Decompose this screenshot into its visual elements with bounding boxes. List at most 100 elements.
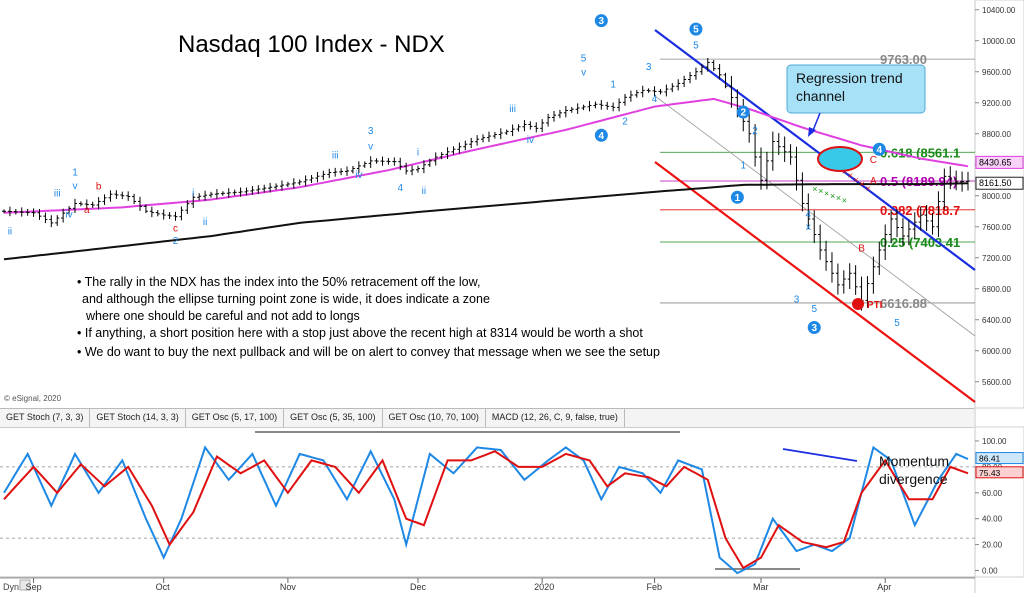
price-bar bbox=[161, 209, 166, 220]
wave-label: v bbox=[581, 68, 586, 79]
price-bar bbox=[120, 191, 125, 200]
wave-label: a bbox=[84, 205, 90, 216]
wave-circle-label: 3 bbox=[807, 321, 821, 334]
footer-button[interactable] bbox=[19, 579, 31, 591]
stoch-line bbox=[3, 450, 969, 570]
price-bar bbox=[114, 190, 119, 199]
wave-label: 4 bbox=[806, 209, 812, 220]
price-bar bbox=[2, 209, 6, 214]
price-bar bbox=[528, 121, 533, 130]
wave-label: iv bbox=[527, 135, 534, 146]
price-bar bbox=[865, 276, 870, 308]
price-bar bbox=[918, 206, 923, 231]
price-bar bbox=[628, 90, 633, 102]
price-bar bbox=[427, 158, 432, 167]
price-bar bbox=[238, 187, 243, 197]
price-tick-label: 8000.00 bbox=[982, 192, 1011, 201]
stochastic-lines bbox=[3, 445, 969, 575]
price-bar bbox=[670, 83, 675, 93]
x-mark: × bbox=[865, 183, 870, 193]
x-tick-label: Feb bbox=[647, 582, 663, 592]
price-bar bbox=[49, 215, 54, 228]
copyright: © eSignal, 2020 bbox=[4, 394, 62, 403]
wave-circle-label: 4 bbox=[872, 142, 886, 156]
wave-label: iv bbox=[65, 209, 72, 220]
price-tick-label: 10000.00 bbox=[982, 37, 1016, 46]
price-bar bbox=[759, 147, 764, 190]
price-bar bbox=[297, 179, 302, 186]
price-bar bbox=[415, 165, 420, 173]
indicator-tab[interactable]: GET Stoch (14, 3, 3) bbox=[90, 409, 186, 427]
price-bar bbox=[569, 106, 574, 113]
price-bar bbox=[599, 99, 604, 110]
wave-label: 3 bbox=[368, 126, 374, 137]
price-tick-label: 7600.00 bbox=[982, 223, 1011, 232]
price-bar bbox=[356, 161, 361, 174]
price-bar bbox=[522, 119, 527, 132]
indicator-tab[interactable]: MACD (12, 26, C, 9, false, true) bbox=[486, 409, 625, 427]
osc-tick-label: 60.00 bbox=[982, 489, 1003, 498]
divergence-label: divergence bbox=[879, 471, 948, 487]
indicator-tab[interactable]: GET Osc (5, 17, 100) bbox=[186, 409, 285, 427]
indicator-tab[interactable]: GET Osc (10, 70, 100) bbox=[383, 409, 486, 427]
price-bar bbox=[185, 200, 190, 214]
osc-value-label: 75.43 bbox=[979, 468, 1001, 478]
price-bar bbox=[818, 224, 823, 260]
indicator-tab[interactable]: GET Osc (5, 35, 100) bbox=[284, 409, 383, 427]
price-bar bbox=[611, 102, 616, 112]
price-bar bbox=[930, 213, 935, 235]
price-bar bbox=[829, 252, 834, 283]
price-bar bbox=[191, 193, 196, 208]
wave-circle-label: 2 bbox=[736, 105, 750, 119]
indicator-tab[interactable]: GET Stoch (7, 3, 3) bbox=[0, 409, 91, 427]
price-bar bbox=[457, 142, 462, 154]
price-tick-label: 5600.00 bbox=[982, 378, 1011, 387]
price-bar bbox=[699, 63, 704, 75]
price-bar bbox=[274, 183, 279, 191]
x-tick-label: Dec bbox=[410, 582, 427, 592]
osc-tick-label: 40.00 bbox=[982, 515, 1003, 524]
price-bar bbox=[605, 101, 610, 110]
price-bar bbox=[747, 112, 752, 143]
price-bar bbox=[132, 193, 137, 205]
wave-label: C bbox=[870, 155, 877, 166]
price-tag-label: 8161.50 bbox=[979, 178, 1012, 188]
price-bar bbox=[78, 201, 83, 207]
price-bar bbox=[72, 198, 77, 213]
fib-label: 0.382 (7818.7 bbox=[880, 203, 960, 218]
price-bar bbox=[232, 189, 237, 196]
price-bar bbox=[658, 88, 663, 95]
price-bar bbox=[208, 191, 213, 198]
price-bar bbox=[31, 208, 36, 217]
fib-label: 0.25 (7403.41 bbox=[880, 235, 960, 250]
price-bar bbox=[563, 105, 568, 118]
price-bar bbox=[55, 215, 60, 226]
price-bar bbox=[693, 67, 698, 80]
price-bar bbox=[333, 167, 338, 177]
price-bar bbox=[67, 206, 72, 216]
turning-point-ellipse bbox=[817, 146, 863, 172]
fib-label: 0.618 (8561.1 bbox=[880, 145, 960, 160]
svg-text:3: 3 bbox=[599, 16, 605, 27]
wave-label: 5 bbox=[693, 41, 699, 52]
x-mark: × bbox=[860, 179, 865, 189]
wave-label: 1 bbox=[72, 168, 78, 179]
osc-value-label: 86.41 bbox=[979, 454, 1001, 464]
channel-mid bbox=[654, 95, 976, 337]
price-bar bbox=[90, 201, 95, 208]
price-bar bbox=[19, 207, 24, 217]
price-bar bbox=[285, 181, 290, 188]
wave-label: iii bbox=[509, 104, 516, 115]
price-bar bbox=[936, 191, 941, 237]
x-tick-label: Apr bbox=[877, 582, 891, 592]
price-bar bbox=[948, 166, 953, 190]
wave-label: ii bbox=[203, 217, 207, 228]
price-bar bbox=[723, 72, 728, 89]
price-tick-label: 9200.00 bbox=[982, 99, 1011, 108]
price-bar bbox=[729, 76, 734, 108]
price-bar bbox=[143, 204, 148, 214]
svg-text:3: 3 bbox=[811, 323, 817, 334]
wave-circle-label: 1 bbox=[730, 190, 744, 204]
price-bar bbox=[445, 147, 450, 159]
